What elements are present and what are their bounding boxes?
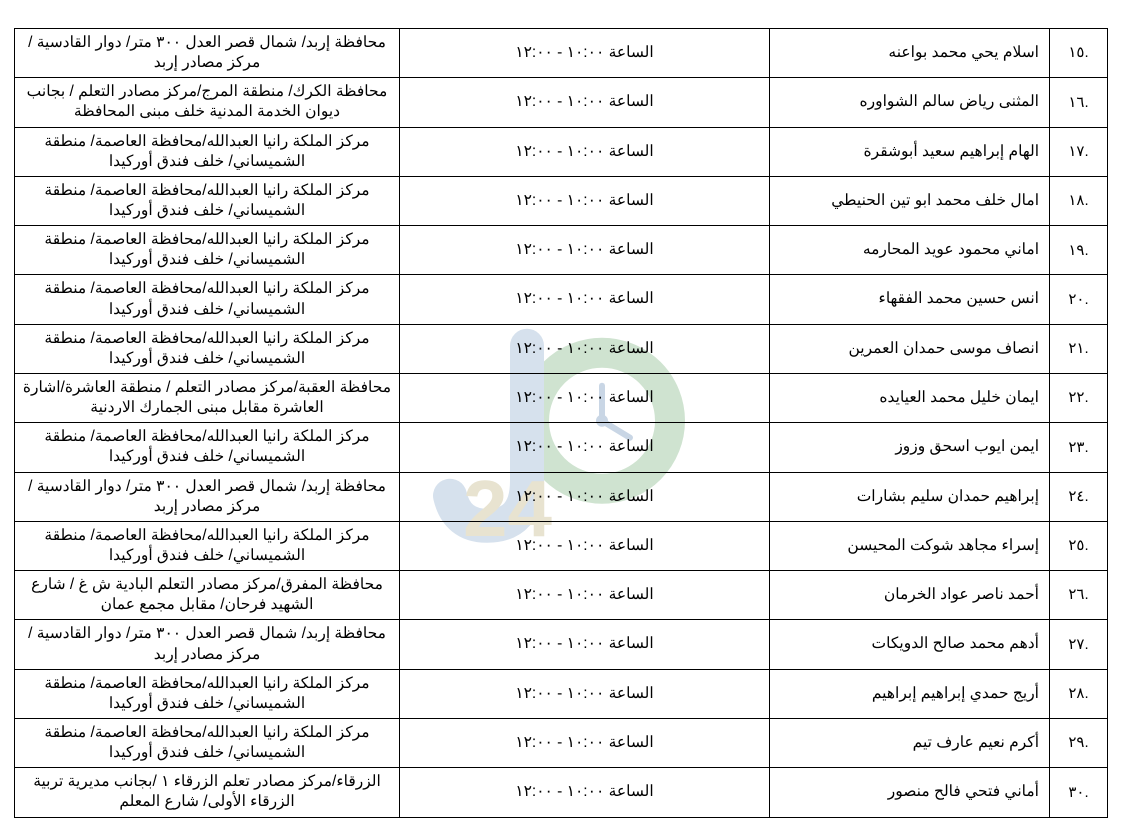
location: مركز الملكة رانيا العبدالله/محافظة العاص… [15, 226, 400, 275]
table-row: .٢٠انس حسين محمد الفقهاءالساعة ١٠:٠٠ - ١… [15, 275, 1108, 324]
table-row: .٢٣ايمن ايوب اسحق وزوزالساعة ١٠:٠٠ - ١٢:… [15, 423, 1108, 472]
person-name: اماني محمود عويد المحارمه [770, 226, 1050, 275]
location: مركز الملكة رانيا العبدالله/محافظة العاص… [15, 275, 400, 324]
location: مركز الملكة رانيا العبدالله/محافظة العاص… [15, 423, 400, 472]
time-slot: الساعة ١٠:٠٠ - ١٢:٠٠ [400, 127, 770, 176]
person-name: انصاف موسى حمدان العمرين [770, 324, 1050, 373]
person-name: أماني فتحي فالح منصور [770, 768, 1050, 817]
row-number: .٢٢ [1050, 373, 1108, 422]
table-row: .١٩اماني محمود عويد المحارمهالساعة ١٠:٠٠… [15, 226, 1108, 275]
person-name: انس حسين محمد الفقهاء [770, 275, 1050, 324]
person-name: ايمن ايوب اسحق وزوز [770, 423, 1050, 472]
row-number: .٢٦ [1050, 571, 1108, 620]
location: مركز الملكة رانيا العبدالله/محافظة العاص… [15, 669, 400, 718]
row-number: .٢١ [1050, 324, 1108, 373]
table-row: .٢٨أريج حمدي إبراهيم إبراهيمالساعة ١٠:٠٠… [15, 669, 1108, 718]
table-row: .١٥اسلام يحي محمد بواعنهالساعة ١٠:٠٠ - ١… [15, 29, 1108, 78]
table-row: .٢٩أكرم نعيم عارف تيمالساعة ١٠:٠٠ - ١٢:٠… [15, 718, 1108, 767]
table-row: .٢٤إبراهيم حمدان سليم بشاراتالساعة ١٠:٠٠… [15, 472, 1108, 521]
time-slot: الساعة ١٠:٠٠ - ١٢:٠٠ [400, 324, 770, 373]
time-slot: الساعة ١٠:٠٠ - ١٢:٠٠ [400, 521, 770, 570]
table-row: .٢٥إسراء مجاهد شوكت المحيسنالساعة ١٠:٠٠ … [15, 521, 1108, 570]
location: مركز الملكة رانيا العبدالله/محافظة العاص… [15, 176, 400, 225]
row-number: .٢٥ [1050, 521, 1108, 570]
location: محافظة المفرق/مركز مصادر التعلم البادية … [15, 571, 400, 620]
table-row: .١٦المثنى رياض سالم الشواورهالساعة ١٠:٠٠… [15, 78, 1108, 127]
schedule-table: .١٥اسلام يحي محمد بواعنهالساعة ١٠:٠٠ - ١… [14, 28, 1108, 818]
row-number: .١٧ [1050, 127, 1108, 176]
location: مركز الملكة رانيا العبدالله/محافظة العاص… [15, 521, 400, 570]
time-slot: الساعة ١٠:٠٠ - ١٢:٠٠ [400, 718, 770, 767]
time-slot: الساعة ١٠:٠٠ - ١٢:٠٠ [400, 78, 770, 127]
location: محافظة إربد/ شمال قصر العدل ٣٠٠ متر/ دوا… [15, 472, 400, 521]
row-number: .١٩ [1050, 226, 1108, 275]
table-row: .٢٢ايمان خليل محمد العيايدهالساعة ١٠:٠٠ … [15, 373, 1108, 422]
row-number: .٢٩ [1050, 718, 1108, 767]
location: محافظة العقبة/مركز مصادر التعلم / منطقة … [15, 373, 400, 422]
time-slot: الساعة ١٠:٠٠ - ١٢:٠٠ [400, 768, 770, 817]
table-row: .٣٠أماني فتحي فالح منصورالساعة ١٠:٠٠ - ١… [15, 768, 1108, 817]
row-number: .١٥ [1050, 29, 1108, 78]
person-name: أكرم نعيم عارف تيم [770, 718, 1050, 767]
location: مركز الملكة رانيا العبدالله/محافظة العاص… [15, 718, 400, 767]
location: مركز الملكة رانيا العبدالله/محافظة العاص… [15, 324, 400, 373]
person-name: أحمد ناصر عواد الخرمان [770, 571, 1050, 620]
person-name: امال خلف محمد ابو تين الحنيطي [770, 176, 1050, 225]
table-row: .١٨امال خلف محمد ابو تين الحنيطيالساعة ١… [15, 176, 1108, 225]
time-slot: الساعة ١٠:٠٠ - ١٢:٠٠ [400, 275, 770, 324]
row-number: .٢٠ [1050, 275, 1108, 324]
location: محافظة الكرك/ منطقة المرج/مركز مصادر الت… [15, 78, 400, 127]
table-row: .٢٦أحمد ناصر عواد الخرمانالساعة ١٠:٠٠ - … [15, 571, 1108, 620]
time-slot: الساعة ١٠:٠٠ - ١٢:٠٠ [400, 669, 770, 718]
row-number: .٣٠ [1050, 768, 1108, 817]
row-number: .٢٤ [1050, 472, 1108, 521]
row-number: .٢٣ [1050, 423, 1108, 472]
person-name: إبراهيم حمدان سليم بشارات [770, 472, 1050, 521]
location: محافظة إربد/ شمال قصر العدل ٣٠٠ متر/ دوا… [15, 29, 400, 78]
table-row: .٢١انصاف موسى حمدان العمرينالساعة ١٠:٠٠ … [15, 324, 1108, 373]
person-name: أريج حمدي إبراهيم إبراهيم [770, 669, 1050, 718]
location: الزرقاء/مركز مصادر تعلم الزرقاء ١ /بجانب… [15, 768, 400, 817]
row-number: .١٨ [1050, 176, 1108, 225]
location: مركز الملكة رانيا العبدالله/محافظة العاص… [15, 127, 400, 176]
time-slot: الساعة ١٠:٠٠ - ١٢:٠٠ [400, 373, 770, 422]
location: محافظة إربد/ شمال قصر العدل ٣٠٠ متر/ دوا… [15, 620, 400, 669]
time-slot: الساعة ١٠:٠٠ - ١٢:٠٠ [400, 620, 770, 669]
row-number: .٢٧ [1050, 620, 1108, 669]
time-slot: الساعة ١٠:٠٠ - ١٢:٠٠ [400, 29, 770, 78]
person-name: الهام إبراهيم سعيد أبوشقرة [770, 127, 1050, 176]
person-name: أدهم محمد صالح الدويكات [770, 620, 1050, 669]
time-slot: الساعة ١٠:٠٠ - ١٢:٠٠ [400, 176, 770, 225]
time-slot: الساعة ١٠:٠٠ - ١٢:٠٠ [400, 472, 770, 521]
time-slot: الساعة ١٠:٠٠ - ١٢:٠٠ [400, 226, 770, 275]
table-row: .١٧الهام إبراهيم سعيد أبوشقرةالساعة ١٠:٠… [15, 127, 1108, 176]
time-slot: الساعة ١٠:٠٠ - ١٢:٠٠ [400, 423, 770, 472]
person-name: إسراء مجاهد شوكت المحيسن [770, 521, 1050, 570]
table-row: .٢٧أدهم محمد صالح الدويكاتالساعة ١٠:٠٠ -… [15, 620, 1108, 669]
time-slot: الساعة ١٠:٠٠ - ١٢:٠٠ [400, 571, 770, 620]
person-name: اسلام يحي محمد بواعنه [770, 29, 1050, 78]
person-name: ايمان خليل محمد العيايده [770, 373, 1050, 422]
row-number: .١٦ [1050, 78, 1108, 127]
row-number: .٢٨ [1050, 669, 1108, 718]
person-name: المثنى رياض سالم الشواوره [770, 78, 1050, 127]
